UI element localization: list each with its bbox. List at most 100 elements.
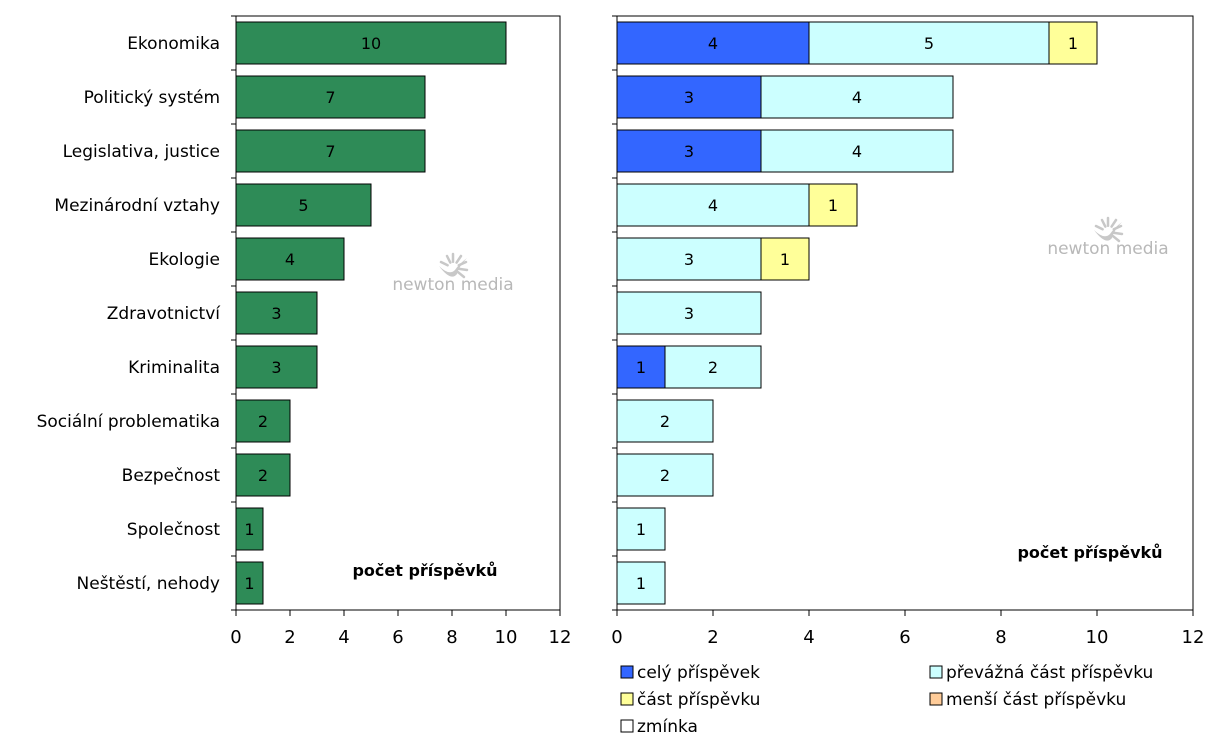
bar-value-label: 2 bbox=[258, 412, 268, 431]
bar bbox=[235, 291, 318, 335]
bar-value-label: 10 bbox=[361, 34, 381, 53]
right-annotation: počet příspěvků bbox=[1017, 543, 1162, 562]
stacked-bar-segment bbox=[616, 237, 762, 281]
watermark: newton media bbox=[392, 252, 514, 295]
x-tick-label: 10 bbox=[495, 627, 518, 648]
bar bbox=[235, 237, 345, 281]
bar-value-label: 1 bbox=[244, 520, 254, 539]
category-label: Ekonomika bbox=[127, 34, 220, 54]
segment-value-label: 1 bbox=[636, 358, 646, 377]
segment-value-label: 1 bbox=[780, 250, 790, 269]
bar bbox=[235, 75, 426, 119]
bar bbox=[235, 561, 264, 605]
category-label: Neštěstí, nehody bbox=[77, 574, 220, 594]
stacked-bar-segment bbox=[616, 345, 666, 389]
watermark-text: newton media bbox=[1047, 239, 1168, 259]
x-tick-label: 0 bbox=[611, 627, 622, 648]
bar bbox=[235, 507, 264, 551]
segment-value-label: 3 bbox=[684, 142, 694, 161]
segment-value-label: 3 bbox=[684, 88, 694, 107]
bar bbox=[235, 453, 291, 497]
legend-swatch bbox=[929, 665, 943, 679]
x-tick-label: 12 bbox=[1182, 627, 1205, 648]
stacked-bar-segment bbox=[616, 399, 714, 443]
legend-swatch bbox=[620, 665, 634, 679]
x-tick-label: 0 bbox=[230, 627, 241, 648]
stacked-bar-segment bbox=[760, 75, 954, 119]
segment-value-label: 1 bbox=[636, 574, 646, 593]
stacked-bar-segment bbox=[616, 291, 762, 335]
x-tick-label: 8 bbox=[995, 627, 1006, 648]
stacked-bar-segment bbox=[616, 75, 762, 119]
bar-value-label: 2 bbox=[258, 466, 268, 485]
legend-swatch bbox=[929, 692, 943, 706]
stacked-bar-segment bbox=[616, 561, 666, 605]
legend-label: zmínka bbox=[637, 717, 698, 737]
bar-value-label: 4 bbox=[285, 250, 295, 269]
stacked-bar-segment bbox=[616, 21, 810, 65]
category-label: Sociální problematika bbox=[37, 412, 220, 432]
x-tick-label: 2 bbox=[284, 627, 295, 648]
x-tick-label: 12 bbox=[549, 627, 572, 648]
category-label: Politický systém bbox=[84, 88, 220, 108]
category-label: Legislativa, justice bbox=[63, 142, 220, 162]
bar bbox=[235, 399, 291, 443]
segment-value-label: 1 bbox=[828, 196, 838, 215]
segment-value-label: 3 bbox=[684, 250, 694, 269]
legend-label: část příspěvku bbox=[637, 690, 760, 710]
x-tick-label: 8 bbox=[446, 627, 457, 648]
category-label: Mezinárodní vztahy bbox=[54, 196, 220, 216]
category-label: Společnost bbox=[127, 520, 221, 540]
legend-label: celý příspěvek bbox=[637, 663, 760, 683]
x-tick-label: 6 bbox=[392, 627, 403, 648]
segment-value-label: 5 bbox=[924, 34, 934, 53]
stacked-bar-segment bbox=[808, 21, 1050, 65]
stacked-bar-segment bbox=[664, 345, 762, 389]
stacked-bar-segment bbox=[616, 183, 810, 227]
watermark-text: newton media bbox=[392, 275, 513, 295]
bar bbox=[235, 129, 426, 173]
category-label: Zdravotnictví bbox=[107, 304, 222, 324]
segment-value-label: 2 bbox=[660, 412, 670, 431]
bar-value-label: 1 bbox=[244, 574, 254, 593]
watermark: newton media bbox=[1047, 216, 1169, 259]
stacked-bar-segment bbox=[808, 183, 858, 227]
bar bbox=[235, 345, 318, 389]
bar-value-label: 7 bbox=[325, 142, 335, 161]
left-annotation: počet příspěvků bbox=[352, 561, 497, 580]
legend-swatch bbox=[620, 719, 634, 733]
stacked-bar-segment bbox=[616, 507, 666, 551]
bar bbox=[235, 183, 372, 227]
segment-value-label: 4 bbox=[852, 142, 862, 161]
segment-value-label: 1 bbox=[1068, 34, 1078, 53]
stacked-bar-segment bbox=[760, 237, 810, 281]
bar-value-label: 5 bbox=[298, 196, 308, 215]
bar-value-label: 7 bbox=[325, 88, 335, 107]
segment-value-label: 2 bbox=[708, 358, 718, 377]
bird-logo-icon bbox=[1094, 216, 1124, 243]
segment-value-label: 4 bbox=[852, 88, 862, 107]
segment-value-label: 2 bbox=[660, 466, 670, 485]
segment-value-label: 3 bbox=[684, 304, 694, 323]
x-tick-label: 4 bbox=[338, 627, 349, 648]
stacked-bar-segment bbox=[616, 453, 714, 497]
legend-label: menší část příspěvku bbox=[946, 690, 1126, 710]
legend-label: převážná část příspěvku bbox=[946, 663, 1153, 683]
bar bbox=[235, 21, 507, 65]
category-label: Ekologie bbox=[149, 250, 220, 270]
x-tick-label: 4 bbox=[803, 627, 814, 648]
x-tick-label: 2 bbox=[707, 627, 718, 648]
segment-value-label: 4 bbox=[708, 196, 718, 215]
bar-value-label: 3 bbox=[271, 358, 281, 377]
x-tick-label: 10 bbox=[1086, 627, 1109, 648]
category-label: Bezpečnost bbox=[122, 466, 221, 486]
segment-value-label: 4 bbox=[708, 34, 718, 53]
segment-value-label: 1 bbox=[636, 520, 646, 539]
legend: celý příspěvek převážná část příspěvku čás… bbox=[620, 663, 1153, 737]
stacked-bar-segment bbox=[1048, 21, 1098, 65]
stacked-bar-segment bbox=[760, 129, 954, 173]
legend-swatch bbox=[620, 692, 634, 706]
